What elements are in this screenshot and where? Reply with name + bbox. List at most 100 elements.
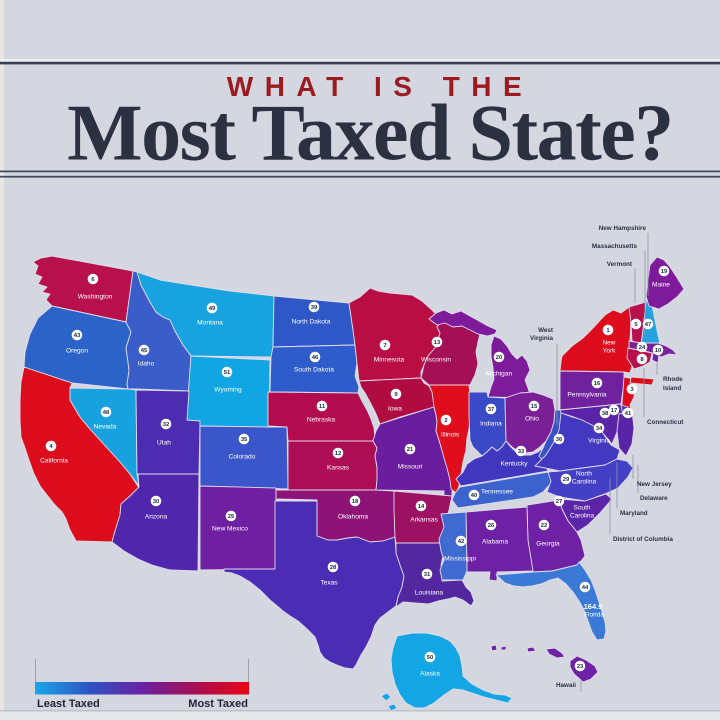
svg-text:13: 13 [434,340,441,346]
svg-text:Nevada: Nevada [94,424,117,431]
svg-text:Louisiana: Louisiana [415,590,444,597]
svg-text:Maryland: Maryland [620,510,648,517]
svg-text:2: 2 [444,418,448,424]
svg-text:164.9: 164.9 [584,602,603,611]
svg-text:12: 12 [335,451,342,457]
svg-text:49: 49 [209,306,216,312]
svg-text:20: 20 [496,355,503,361]
svg-text:35: 35 [241,437,248,443]
svg-text:WHAT IS THE: WHAT IS THE [227,71,533,102]
svg-text:Tennessee: Tennessee [481,489,513,496]
svg-text:Wisconsin: Wisconsin [421,357,451,364]
svg-text:5: 5 [634,322,638,328]
svg-text:Arizona: Arizona [145,514,168,521]
svg-text:4: 4 [49,444,53,450]
svg-text:Kansas: Kansas [327,465,350,472]
svg-text:11: 11 [319,404,326,410]
svg-text:Utah: Utah [157,440,171,447]
svg-text:Ohio: Ohio [525,416,539,423]
svg-text:North Dakota: North Dakota [292,319,331,326]
svg-text:25: 25 [228,514,235,520]
svg-text:46: 46 [312,355,319,361]
svg-text:32: 32 [163,422,170,428]
svg-text:10: 10 [655,348,662,354]
svg-text:Carolina: Carolina [570,513,595,520]
svg-text:34: 34 [596,426,603,432]
svg-text:15: 15 [531,404,538,410]
svg-text:Most Taxed State?: Most Taxed State? [67,90,673,178]
svg-text:26: 26 [488,523,495,529]
svg-text:28: 28 [330,565,337,571]
svg-text:22: 22 [541,523,548,529]
svg-text:Montana: Montana [197,320,223,327]
svg-text:51: 51 [224,370,231,376]
svg-text:45: 45 [141,348,148,354]
svg-text:Indiana: Indiana [480,421,502,428]
svg-text:Pennsylvania: Pennsylvania [567,392,607,399]
svg-text:Minnesota: Minnesota [374,357,405,364]
svg-text:17: 17 [611,408,618,414]
svg-text:50: 50 [427,655,434,661]
svg-text:47: 47 [645,322,652,328]
svg-text:24: 24 [639,345,646,351]
svg-text:27: 27 [556,499,563,505]
svg-text:3: 3 [630,387,634,393]
svg-text:Hawaii: Hawaii [556,682,576,689]
svg-text:Oklahoma: Oklahoma [338,514,368,521]
svg-text:39: 39 [311,305,318,311]
svg-text:North: North [576,471,592,478]
svg-text:6: 6 [91,277,95,283]
svg-text:New Mexico: New Mexico [212,526,248,533]
svg-text:New: New [602,340,615,347]
svg-text:14: 14 [418,504,425,510]
svg-text:Oregon: Oregon [66,348,88,355]
svg-text:40: 40 [471,493,478,499]
svg-text:33: 33 [518,449,525,455]
svg-text:Rhode: Rhode [663,376,683,383]
svg-text:Delaware: Delaware [640,495,668,502]
svg-text:29: 29 [563,477,570,483]
svg-text:36: 36 [556,437,563,443]
svg-text:District of Columbia: District of Columbia [613,536,673,543]
svg-text:Missouri: Missouri [398,464,423,471]
svg-text:Wyoming: Wyoming [214,387,242,394]
svg-text:1: 1 [606,328,610,334]
svg-text:Mississippi: Mississippi [444,556,476,563]
svg-text:41: 41 [625,411,632,417]
svg-text:West: West [538,327,554,334]
svg-text:37: 37 [488,407,495,413]
svg-text:7: 7 [383,343,387,349]
svg-text:New Jersey: New Jersey [637,481,672,488]
svg-text:Alabama: Alabama [482,539,508,546]
svg-text:Virginia: Virginia [588,438,610,445]
svg-text:Illinois: Illinois [441,432,460,439]
svg-text:South: South [574,505,591,512]
svg-text:42: 42 [458,539,465,545]
svg-text:Connecticut: Connecticut [647,419,684,426]
svg-text:Iowa: Iowa [388,406,402,413]
svg-text:9: 9 [394,392,398,398]
svg-text:30: 30 [153,499,160,505]
svg-text:Most Taxed: Most Taxed [188,698,248,710]
svg-text:44: 44 [582,585,589,591]
svg-text:Kentucky: Kentucky [500,461,528,468]
svg-text:Michigan: Michigan [486,371,513,378]
svg-text:Idaho: Idaho [138,361,155,368]
svg-text:16: 16 [594,381,601,387]
svg-text:Georgia: Georgia [536,541,560,548]
svg-text:38: 38 [602,411,609,417]
svg-text:19: 19 [661,269,668,275]
svg-text:Colorado: Colorado [229,454,256,461]
svg-text:Washington: Washington [78,294,113,301]
svg-text:York: York [603,348,617,355]
svg-text:Maine: Maine [652,282,670,289]
svg-text:Virginia: Virginia [530,335,553,342]
svg-text:Vermont: Vermont [607,261,633,268]
svg-text:Texas: Texas [320,580,338,587]
svg-text:Least Taxed: Least Taxed [37,698,100,710]
svg-text:43: 43 [74,333,81,339]
svg-text:Nebraska: Nebraska [307,417,336,424]
svg-text:Massachusetts: Massachusetts [592,243,638,250]
svg-text:8: 8 [640,357,644,363]
svg-text:21: 21 [407,447,414,453]
